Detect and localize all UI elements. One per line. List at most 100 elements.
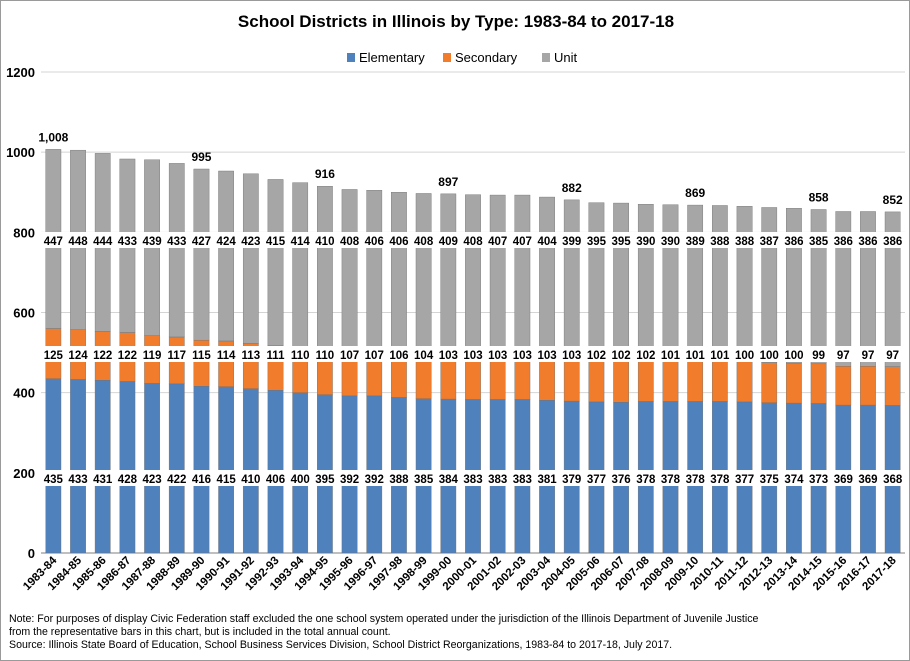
- value-label-bg: [163, 232, 190, 248]
- value-label-bg: [854, 470, 881, 486]
- value-label-bg: [89, 232, 116, 248]
- value-label-unit: 386: [834, 236, 853, 248]
- value-label-unit: 444: [93, 236, 113, 248]
- value-label-elementary: 375: [760, 474, 780, 486]
- value-label-bg: [509, 232, 536, 248]
- bar-elementary: [218, 386, 234, 554]
- bar-unit: [588, 202, 605, 362]
- value-label-secondary: 97: [837, 350, 850, 362]
- value-label-unit: 409: [439, 236, 458, 248]
- value-label-bg: [410, 470, 437, 486]
- value-label-bg: [583, 346, 610, 362]
- bar-secondary: [465, 357, 481, 400]
- value-label-elementary: 433: [68, 474, 87, 486]
- value-label-elementary: 400: [291, 474, 310, 486]
- value-label-elementary: 392: [365, 474, 384, 486]
- value-label-bg: [460, 346, 486, 362]
- value-label-bg: [435, 470, 462, 486]
- bar-unit: [514, 194, 531, 359]
- value-label-secondary: 110: [316, 350, 335, 362]
- value-label-bg: [780, 232, 807, 248]
- note-line-2: from the representative bars in this cha…: [9, 626, 391, 638]
- bar-secondary: [637, 360, 654, 402]
- bar-secondary: [884, 366, 901, 406]
- legend-swatch-unit: [542, 53, 550, 62]
- value-label-unit: 408: [340, 236, 360, 248]
- value-label-bg: [163, 470, 190, 486]
- value-label-secondary: 101: [686, 350, 706, 362]
- value-label-elementary: 410: [241, 474, 260, 486]
- bar-unit: [637, 204, 654, 361]
- value-label-bg: [188, 232, 215, 248]
- value-label-bg: [139, 470, 166, 486]
- total-label: 869: [685, 186, 705, 200]
- bar-secondary: [835, 366, 852, 406]
- total-label: 897: [438, 175, 458, 189]
- bar-unit: [662, 204, 679, 362]
- value-label-secondary: 107: [340, 350, 359, 362]
- bar-unit: [810, 209, 827, 365]
- value-label-unit: 395: [587, 236, 607, 248]
- value-label-secondary: 97: [886, 350, 899, 362]
- value-label-elementary: 395: [315, 474, 335, 486]
- value-label-bg: [139, 346, 166, 362]
- bar-unit: [860, 211, 876, 367]
- value-label-bg: [114, 470, 141, 486]
- value-label-bg: [163, 346, 190, 362]
- bar-unit: [391, 192, 407, 356]
- value-label-bg: [632, 232, 659, 248]
- bar-unit: [341, 189, 358, 354]
- value-label-bg: [879, 470, 906, 486]
- bar-secondary: [662, 360, 679, 402]
- value-label-bg: [262, 346, 289, 362]
- value-label-secondary: 102: [612, 350, 631, 362]
- bar-elementary: [45, 378, 62, 554]
- value-label-unit: 385: [809, 236, 829, 248]
- value-label-unit: 404: [537, 236, 557, 248]
- value-label-unit: 424: [217, 236, 237, 248]
- value-label-elementary: 379: [562, 474, 581, 486]
- value-label-bg: [830, 470, 857, 486]
- value-label-bg: [484, 470, 511, 486]
- bar-secondary: [687, 360, 704, 402]
- y-tick-label: 200: [13, 466, 35, 481]
- value-label-elementary: 369: [858, 474, 877, 486]
- value-label-elementary: 384: [439, 474, 459, 486]
- value-label-bg: [188, 346, 215, 362]
- bar-secondary: [514, 357, 531, 400]
- value-label-secondary: 100: [735, 350, 754, 362]
- bar-secondary: [761, 362, 778, 403]
- bar-unit: [613, 202, 629, 362]
- value-label-bg: [40, 346, 67, 362]
- legend-swatch-secondary: [443, 53, 451, 62]
- value-label-elementary: 422: [167, 474, 186, 486]
- bar-secondary: [786, 362, 802, 404]
- bar-secondary: [736, 361, 753, 403]
- value-label-bg: [854, 346, 881, 362]
- value-label-bg: [361, 346, 388, 362]
- value-label-bg: [114, 232, 141, 248]
- legend-swatch-elementary: [347, 53, 355, 62]
- value-label-bg: [65, 232, 92, 248]
- value-label-elementary: 383: [463, 474, 482, 486]
- bar-secondary: [489, 357, 506, 400]
- value-label-bg: [509, 470, 536, 486]
- bar-unit: [687, 204, 704, 362]
- bar-secondary: [613, 361, 629, 403]
- note-line-1: Note: For purposes of display Civic Fede…: [9, 613, 759, 625]
- value-label-bg: [706, 232, 733, 248]
- value-label-secondary: 100: [760, 350, 779, 362]
- value-label-elementary: 423: [142, 474, 161, 486]
- value-label-bg: [237, 232, 264, 248]
- y-tick-label: 1000: [6, 145, 35, 160]
- value-label-bg: [114, 346, 141, 362]
- value-label-elementary: 377: [587, 474, 606, 486]
- bar-secondary: [860, 366, 876, 406]
- value-label-secondary: 99: [812, 350, 825, 362]
- value-label-unit: 408: [414, 236, 434, 248]
- bar-elementary: [168, 383, 185, 554]
- bar-secondary: [563, 359, 580, 402]
- bar-secondary: [588, 360, 605, 403]
- value-label-bg: [287, 470, 314, 486]
- value-label-bg: [410, 346, 437, 362]
